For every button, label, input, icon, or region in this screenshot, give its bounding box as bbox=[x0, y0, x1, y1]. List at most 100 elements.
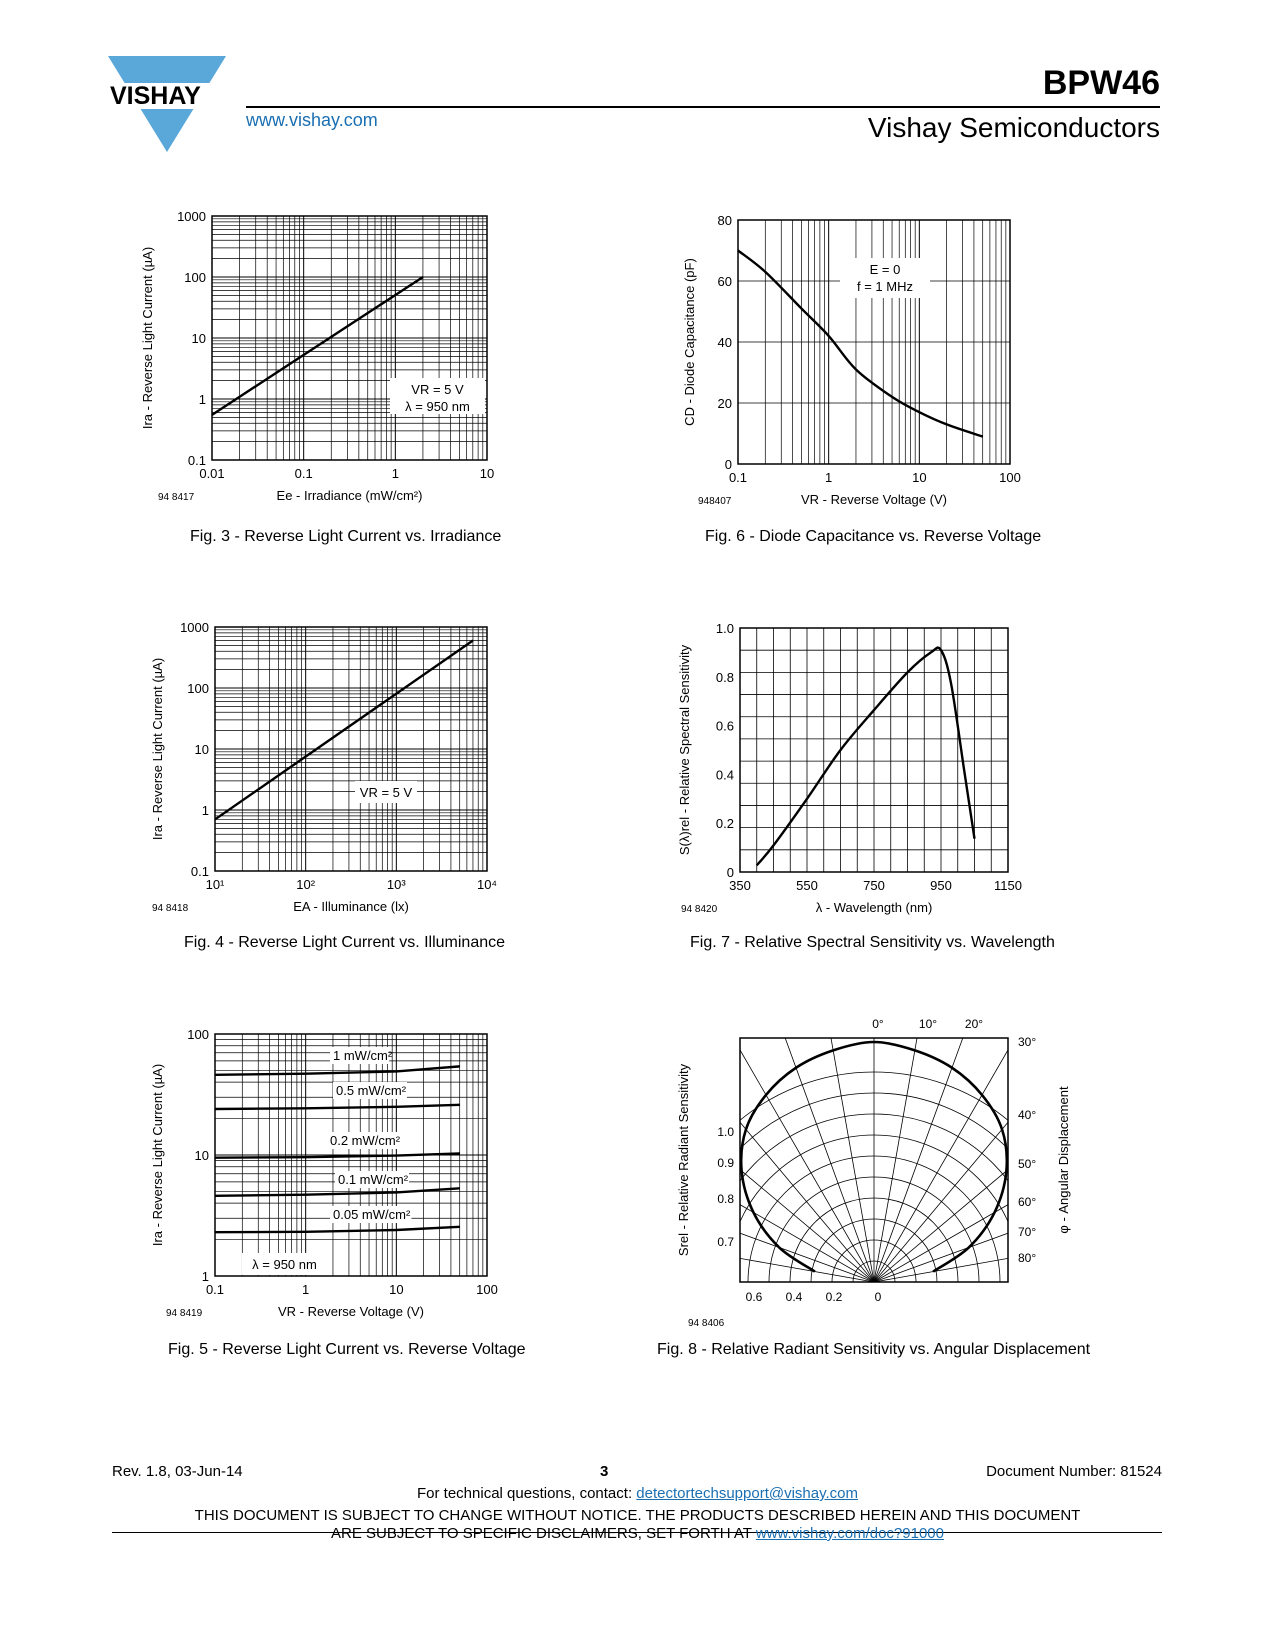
chart-fig7: 350 550 750 950 1150 0 0.2 0.4 0.6 0.8 1.0 λ - Wave… bbox=[675, 610, 1075, 930]
y-tick-label: 0.4 bbox=[716, 767, 734, 782]
header-rule bbox=[246, 106, 1160, 108]
series-line-2 bbox=[214, 1152, 460, 1159]
y-tick-label: 40 bbox=[718, 335, 732, 350]
angle-tick-label: 50° bbox=[1018, 1157, 1036, 1171]
y-tick-label: 80 bbox=[718, 213, 732, 228]
polar-radial bbox=[873, 1049, 1008, 1282]
x-tick-label: 0.01 bbox=[199, 466, 224, 481]
contact-email-link[interactable]: detectortechsupport@vishay.com bbox=[636, 1485, 858, 1502]
plot-frame bbox=[214, 1033, 488, 1277]
x-axis-label: VR - Reverse Voltage (V) bbox=[801, 492, 947, 507]
y-tick-label: 100 bbox=[187, 1027, 209, 1042]
angle-tick-label: 60° bbox=[1018, 1195, 1036, 1209]
series-line-4 bbox=[214, 1225, 460, 1234]
annotation-text: λ = 950 nm bbox=[405, 399, 470, 414]
y-tick-label: 0 bbox=[725, 457, 732, 472]
part-number: BPW46 bbox=[1042, 64, 1160, 102]
document-number: Document Number: 81524 bbox=[986, 1463, 1162, 1480]
series-label-bg bbox=[333, 1082, 407, 1099]
x-tick-label: 10 bbox=[389, 1282, 403, 1297]
y-tick-label: 0.1 bbox=[188, 453, 206, 468]
bottom-tick-label: 0.2 bbox=[826, 1290, 843, 1304]
radial-tick-label: 1.0 bbox=[717, 1125, 734, 1139]
plot-frame bbox=[737, 219, 1011, 465]
bottom-tick-label: 0.6 bbox=[746, 1290, 763, 1304]
series-label: 1 mW/cm² bbox=[333, 1048, 393, 1063]
sensitivity-curve bbox=[740, 1040, 1008, 1273]
polar-radial bbox=[873, 1257, 1008, 1282]
y-tick-label: 0 bbox=[727, 865, 734, 880]
series-line-0 bbox=[214, 639, 474, 821]
disclaimer-prefix: ARE SUBJECT TO SPECIFIC DISCLAIMERS, SET… bbox=[331, 1525, 756, 1542]
caption-fig6: Fig. 6 - Diode Capacitance vs. Reverse V… bbox=[705, 528, 1042, 545]
series-label-bg bbox=[330, 1047, 390, 1064]
series-line-3 bbox=[214, 1187, 460, 1198]
logo-text: VISHAY bbox=[110, 82, 201, 110]
y-tick-label: 0.2 bbox=[716, 816, 734, 831]
x-tick-label: 750 bbox=[863, 878, 885, 893]
x-tick-label: 0.1 bbox=[295, 466, 313, 481]
disclaimer-line2: ARE SUBJECT TO SPECIFIC DISCLAIMERS, SET… bbox=[0, 1525, 1275, 1542]
website-link[interactable]: www.vishay.com bbox=[246, 110, 378, 130]
plot-frame bbox=[739, 1037, 1009, 1283]
annotation-text: VR = 5 V bbox=[360, 785, 413, 800]
y-axis-label: Srel - Relative Radiant Sensitivity bbox=[676, 1063, 691, 1256]
polar-radial bbox=[740, 1169, 875, 1282]
polar-grid bbox=[740, 1038, 1008, 1282]
series-label-bg bbox=[335, 1171, 409, 1188]
x-tick-label: 0.1 bbox=[729, 470, 747, 485]
polar-radial bbox=[873, 1204, 1008, 1282]
x-tick-label: 100 bbox=[476, 1282, 498, 1297]
contact-line: For technical questions, contact: detect… bbox=[0, 1485, 1275, 1502]
angle-tick-label: 80° bbox=[1018, 1251, 1036, 1265]
x-tick-label: 1 bbox=[825, 470, 832, 485]
angle-tick-label: 70° bbox=[1018, 1225, 1036, 1239]
y-tick-label: 10 bbox=[195, 1148, 209, 1163]
annotation-box bbox=[242, 1253, 327, 1275]
company-name: Vishay Semiconductors bbox=[867, 112, 1160, 143]
polar-radial bbox=[740, 1204, 875, 1282]
series-line-1 bbox=[214, 1103, 460, 1111]
y-axis-label: Ira - Reverse Light Current (µA) bbox=[150, 658, 165, 840]
annotation-text: f = 1 MHz bbox=[857, 279, 913, 294]
y-tick-label: 100 bbox=[184, 270, 206, 285]
x-tick-label: 350 bbox=[729, 878, 751, 893]
annotation-text: E = 0 bbox=[870, 262, 901, 277]
caption-fig8: Fig. 8 - Relative Radiant Sensitivity vs… bbox=[657, 1341, 1091, 1358]
disclaimer-link[interactable]: www.vishay.com/doc?91000 bbox=[755, 1525, 944, 1542]
y-tick-label: 1 bbox=[202, 1269, 209, 1284]
figure-code: 948407 bbox=[698, 496, 732, 507]
figure-code: 94 8417 bbox=[158, 492, 195, 503]
series-label: 0.1 mW/cm² bbox=[338, 1172, 409, 1187]
figure-code: 94 8418 bbox=[152, 903, 189, 914]
angle-tick-label: 20° bbox=[965, 1017, 983, 1031]
plot-frame bbox=[211, 215, 488, 461]
figure-code: 94 8419 bbox=[166, 1308, 203, 1319]
x-tick-label: 550 bbox=[796, 878, 818, 893]
annotation-box bbox=[840, 258, 930, 298]
radial-tick-label: 0.7 bbox=[717, 1235, 734, 1249]
footer-rule bbox=[112, 1532, 1162, 1533]
x-tick-label: 10 bbox=[912, 470, 926, 485]
x-tick-label: 10³ bbox=[387, 877, 406, 892]
y-axis-label: CD - Diode Capacitance (pF) bbox=[682, 258, 697, 426]
caption-fig5: Fig. 5 - Reverse Light Current vs. Rever… bbox=[168, 1341, 526, 1358]
polar-radial bbox=[873, 1038, 964, 1282]
x-tick-label: 0.1 bbox=[206, 1282, 224, 1297]
y-axis-label: S(λ)rel - Relative Spectral Sensitivity bbox=[677, 644, 692, 855]
polar-radial bbox=[740, 1049, 875, 1282]
chart-fig6: E = 0 f = 1 MHz 0.1 1 10 100 0 20 40 60 80 VR - Rev… bbox=[680, 200, 1080, 520]
disclaimer-line1: THIS DOCUMENT IS SUBJECT TO CHANGE WITHO… bbox=[194, 1507, 1081, 1524]
y-tick-label: 0.1 bbox=[191, 864, 209, 879]
angle-tick-label: 40° bbox=[1018, 1108, 1036, 1122]
x-axis-label: λ - Wavelength (nm) bbox=[816, 900, 933, 915]
y-tick-label: 1000 bbox=[177, 209, 206, 224]
chart-fig8: 0° 10° 20° 30° 40° 50° 60° 70° 80° 1.0 0.9 0.8 0.7 0.… bbox=[660, 1010, 1100, 1335]
x-axis-label: EA - Illuminance (lx) bbox=[293, 899, 409, 914]
x-tick-label: 1 bbox=[392, 466, 399, 481]
series-label: 0.5 mW/cm² bbox=[336, 1083, 407, 1098]
page-number: 3 bbox=[600, 1463, 609, 1480]
x-tick-label: 10⁴ bbox=[477, 877, 497, 892]
polar-radial bbox=[873, 1169, 1008, 1282]
x-tick-label: 100 bbox=[999, 470, 1021, 485]
